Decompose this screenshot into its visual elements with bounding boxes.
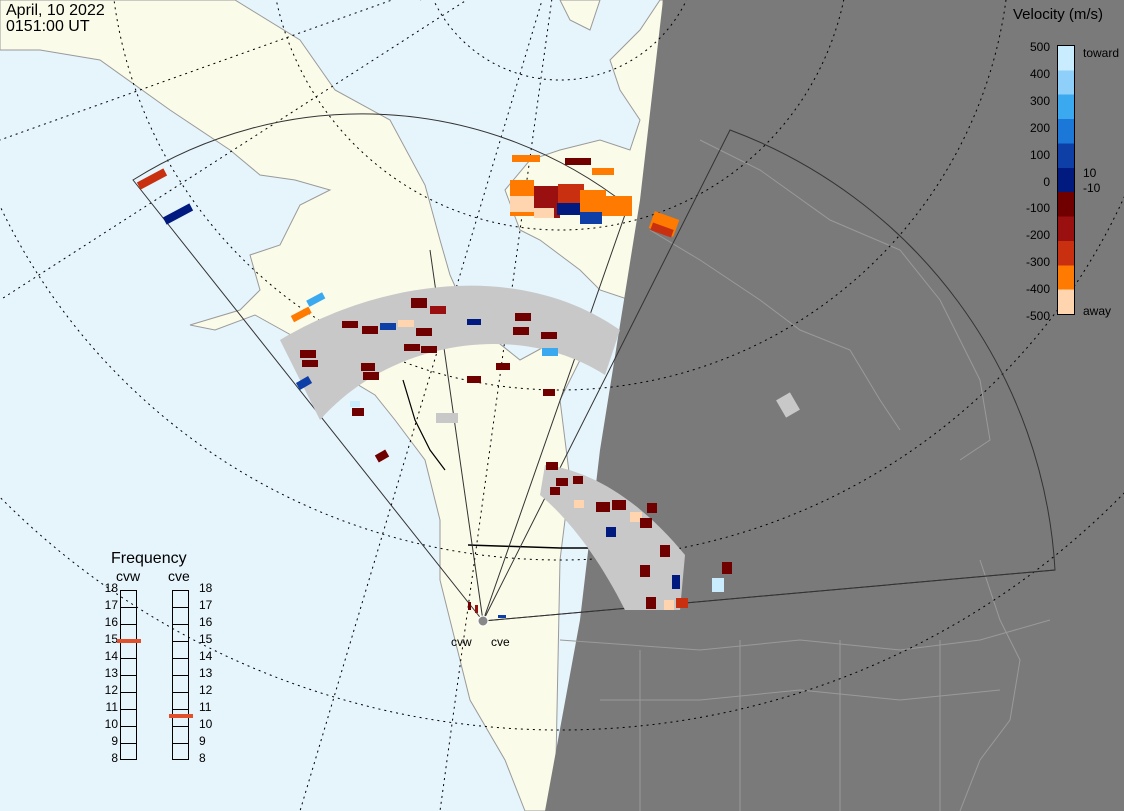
frequency-rung	[121, 675, 136, 676]
night-terminator	[545, 0, 1124, 811]
frequency-marker-cve	[169, 713, 193, 718]
velocity-inner-tick-neg: -10	[1083, 181, 1101, 195]
frequency-rung	[173, 709, 188, 710]
cvw-frequency-tick-11: 11	[105, 700, 118, 714]
greenland-edge	[559, 0, 601, 31]
frequency-rung	[121, 692, 136, 693]
site-label-cvw: cvw	[451, 635, 472, 649]
velocity-tick-100: 100	[1029, 147, 1050, 162]
frequency-rung	[173, 675, 188, 676]
velocity-tick-200: 200	[1029, 120, 1050, 135]
velocity-cells-cvw	[136, 168, 558, 463]
velocity-tick--300: -300	[1025, 255, 1050, 270]
cvw-frequency-tick-18: 18	[104, 581, 118, 595]
land-masses	[0, 0, 664, 811]
cvw-frequency-tick-17: 17	[104, 598, 118, 612]
fields-of-view	[132, 113, 1056, 623]
cve-frequency-tick-14: 14	[199, 649, 213, 663]
cve-frequency-tick-8: 8	[199, 751, 206, 765]
night-coastlines	[559, 139, 1051, 811]
velocity-tick--100: -100	[1025, 201, 1050, 216]
cve-frequency-tick-11: 11	[199, 700, 212, 714]
cve-frequency-tick-18: 18	[199, 581, 213, 595]
observation-time: 0151:00 UT	[6, 18, 90, 35]
cvw-frequency-tick-8: 8	[111, 751, 118, 765]
radar-sites	[468, 602, 506, 627]
velocity-colorbar	[1057, 45, 1075, 315]
cve-frequency-tick-9: 9	[199, 734, 206, 748]
velocity-tick--500: -500	[1025, 309, 1050, 323]
frequency-rung	[121, 658, 136, 659]
cve-fov	[482, 129, 1056, 622]
alaska-landmass	[0, 0, 602, 811]
frequency-radar-cvw: cvw	[116, 568, 141, 584]
velocity-tick--200: -200	[1025, 228, 1050, 243]
cvw-site-marker	[477, 615, 489, 627]
frequency-rung	[173, 607, 188, 608]
cve-frequency-tick-10: 10	[199, 717, 213, 731]
cvw-frequency-tick-12: 12	[104, 683, 118, 697]
cvw-frequency-tick-13: 13	[104, 666, 118, 680]
frequency-rung	[173, 641, 188, 642]
cvw-frequency-tick-10: 10	[104, 717, 118, 731]
frequency-rung	[121, 607, 136, 608]
cve-frequency-tick-15: 15	[199, 632, 213, 646]
velocity-inner-tick-pos: 10	[1083, 166, 1097, 180]
cve-frequency-tick-17: 17	[199, 598, 213, 612]
cvw-frequency-tick-9: 9	[111, 734, 118, 748]
frequency-rung	[173, 743, 188, 744]
alaska-canada-border	[402, 379, 446, 471]
frequency-rung	[173, 658, 188, 659]
cve-frequency-tick-13: 13	[199, 666, 213, 680]
frequency-rung	[173, 624, 188, 625]
frequency-rung	[121, 743, 136, 744]
site-label-cve: cve	[491, 635, 510, 649]
velocity-cells-cve	[546, 462, 732, 610]
frequency-rung	[121, 726, 136, 727]
observation-date: April, 10 2022	[6, 2, 105, 19]
canadian-arctic-islands	[504, 0, 664, 301]
velocity-tick--400: -400	[1025, 282, 1050, 297]
frequency-rung	[121, 624, 136, 625]
velocity-tick-400: 400	[1029, 66, 1050, 81]
velocity-cells-arctic	[510, 155, 680, 238]
cvw-frequency-tick-15: 15	[104, 632, 118, 646]
frequency-ladder-cvw	[120, 590, 137, 760]
cve-frequency-tick-16: 16	[199, 615, 213, 629]
cvw-frequency-tick-14: 14	[104, 649, 118, 663]
frequency-legend-title: Frequency	[111, 550, 187, 567]
velocity-tick-500: 500	[1029, 40, 1050, 54]
cve-frequency-tick-12: 12	[199, 683, 213, 697]
frequency-ladder-cve	[172, 590, 189, 760]
velocity-toward-label: toward	[1083, 46, 1120, 60]
frequency-radar-cve: cve	[168, 568, 190, 584]
velocity-away-label: away	[1083, 304, 1112, 318]
velocity-legend-title: Velocity (m/s)	[1013, 6, 1104, 23]
frequency-rung	[121, 709, 136, 710]
velocity-tick-0: 0	[1043, 174, 1050, 189]
cvw-frequency-tick-16: 16	[104, 615, 118, 629]
velocity-tick-300: 300	[1029, 93, 1050, 108]
frequency-marker-cvw	[117, 639, 141, 643]
cvw-fov	[132, 113, 629, 623]
frequency-rung	[173, 692, 188, 693]
frequency-rung	[173, 726, 188, 727]
